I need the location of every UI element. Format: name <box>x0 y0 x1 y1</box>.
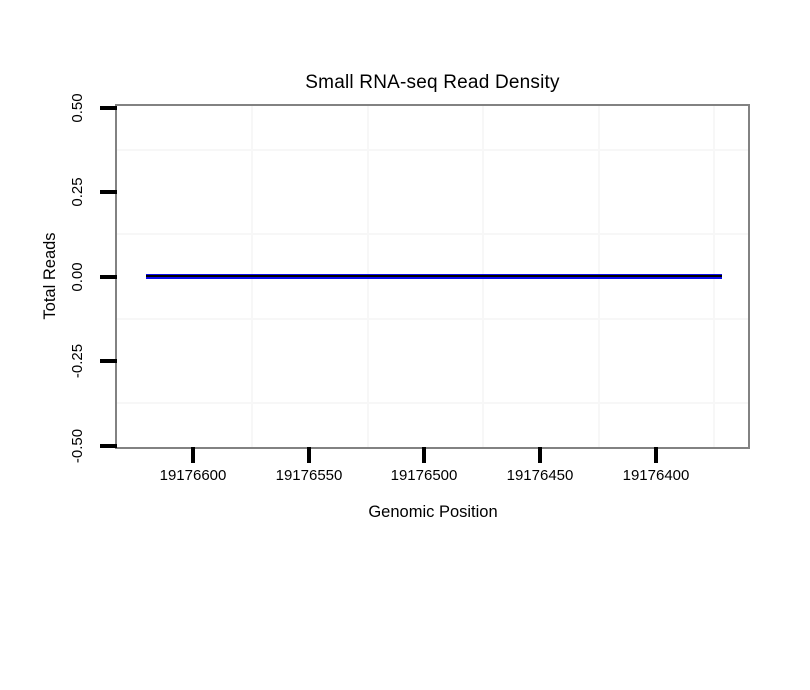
sense-line <box>146 274 722 278</box>
minor-gridline-h <box>117 233 748 235</box>
y-axis-title: Total Reads <box>41 232 59 320</box>
y-tick <box>100 275 117 279</box>
y-tick-label: 0.25 <box>69 177 86 207</box>
x-tick <box>191 447 195 463</box>
legend: Hairpin partition Sense Antisense <box>0 577 810 617</box>
minor-gridline-h <box>117 402 748 404</box>
y-tick <box>100 359 117 363</box>
minor-gridline-h <box>117 318 748 320</box>
x-tick-label: 19176450 <box>506 467 574 484</box>
y-tick-label: 0.50 <box>69 93 86 123</box>
y-tick <box>100 106 117 110</box>
y-tick-label: 0.00 <box>69 262 86 292</box>
x-tick-label: 19176400 <box>622 467 690 484</box>
chart-title: Small RNA-seq Read Density <box>305 72 560 93</box>
minor-gridline-h <box>117 149 748 151</box>
x-tick-label: 19176600 <box>159 467 227 484</box>
y-tick-label: -0.25 <box>69 343 86 379</box>
x-tick <box>422 447 426 463</box>
y-tick <box>100 444 117 448</box>
x-tick <box>654 447 658 463</box>
x-tick-label: 19176500 <box>390 467 458 484</box>
y-tick <box>100 190 117 194</box>
y-tick-label: -0.50 <box>69 428 86 464</box>
plot-panel <box>115 104 750 449</box>
x-tick-label: 19176550 <box>275 467 343 484</box>
x-tick <box>538 447 542 463</box>
x-axis-title: Genomic Position <box>368 503 498 521</box>
x-tick <box>307 447 311 463</box>
